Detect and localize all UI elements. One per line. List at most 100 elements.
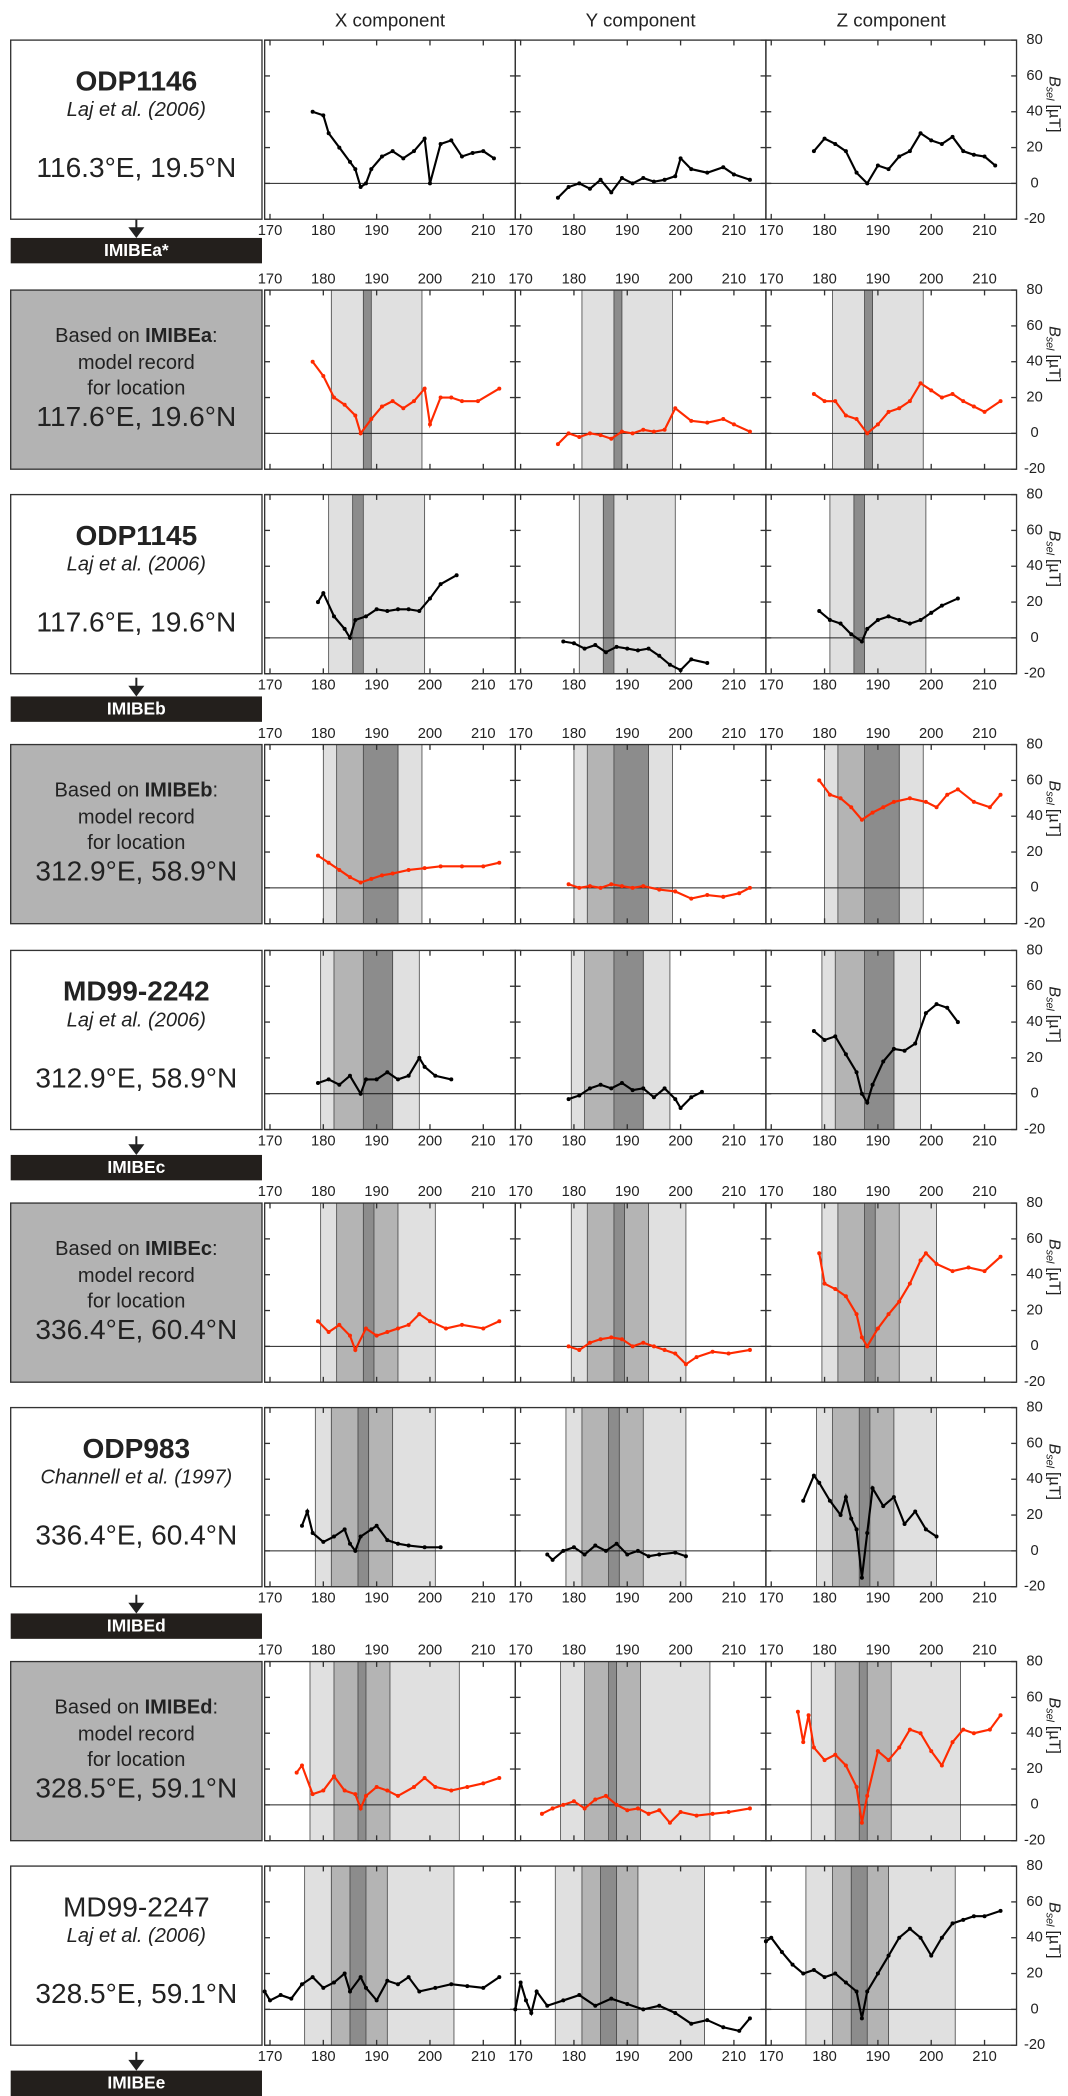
x-tick-label: 180 [311, 1591, 336, 1607]
data-point [555, 195, 560, 200]
data-point [358, 1975, 363, 1980]
data-point [561, 1548, 566, 1553]
data-point [865, 626, 870, 631]
data-point [811, 149, 816, 154]
based-on-part: Based on [55, 780, 140, 802]
y-axis-label: Bsel [µT] [1043, 1239, 1063, 1295]
y-tick-label: -20 [1024, 916, 1045, 932]
data-point [641, 884, 646, 889]
data-point [337, 1322, 342, 1327]
data-point [379, 404, 384, 409]
based-on: Based on IMIBEd: [55, 1697, 219, 1719]
data-point [347, 875, 352, 880]
x-tick-label: 210 [722, 726, 747, 742]
y-label-unit: [µT] [1045, 104, 1063, 132]
data-point [385, 1070, 390, 1075]
data-point [438, 395, 443, 400]
interval-band [330, 289, 423, 470]
data-point [865, 1989, 870, 1994]
arrow-head [128, 1144, 145, 1155]
x-tick-label: 210 [722, 1643, 747, 1659]
data-point [481, 1326, 486, 1331]
data-point [865, 431, 870, 436]
based-on-part: IMIBEa [145, 325, 213, 347]
data-point [363, 1077, 368, 1082]
data-point [593, 1797, 598, 1802]
y-label-symbol: B [1045, 1444, 1063, 1455]
data-point [587, 186, 592, 191]
plot-frame [765, 1406, 1018, 1588]
x-tick-label: 190 [866, 1643, 891, 1659]
column-header: Y component [586, 9, 697, 30]
data-point [443, 1326, 448, 1331]
interval-band [829, 494, 927, 675]
data-point [747, 1347, 752, 1352]
plot-frame [765, 1660, 1018, 1842]
data-point [934, 1261, 939, 1266]
data-point [854, 1527, 859, 1532]
model-label: IMIBEa* [104, 240, 169, 260]
data-point [619, 429, 624, 434]
y-axis-label: Bsel [µT] [1043, 1902, 1063, 1958]
data-point [427, 422, 432, 427]
data-point [801, 1971, 806, 1976]
plot-frame [765, 743, 1018, 925]
data-point [358, 1534, 363, 1539]
y-label-unit: [µT] [1045, 354, 1063, 382]
y-tick-label: -20 [1024, 1121, 1045, 1137]
data-point [854, 1989, 859, 1994]
x-tick-label: 190 [615, 2049, 640, 2065]
y-label-symbol: B [1045, 1902, 1063, 1913]
interval-band [853, 494, 865, 675]
data-point [459, 154, 464, 159]
data-point [843, 1495, 848, 1500]
data-point [641, 1340, 646, 1345]
x-tick-label: 180 [311, 1643, 336, 1659]
data-point [705, 893, 710, 898]
data-point [710, 1349, 715, 1354]
data-point [678, 156, 683, 161]
data-point [433, 1985, 438, 1990]
y-tick-label: 20 [1026, 1050, 1042, 1066]
model-label: IMIBEe [107, 2073, 165, 2093]
data-point [417, 1312, 422, 1317]
data-point [811, 1745, 816, 1750]
data-point [897, 1745, 902, 1750]
plot: -20 0 20 40 60 80 170 180 190 200 210 Bsel [µT] [759, 486, 1063, 693]
x-tick-label: 190 [866, 271, 891, 287]
series-line [818, 597, 959, 644]
x-tick-label: 210 [722, 1133, 747, 1149]
data-point [929, 1953, 934, 1958]
site-title: ODP1145 [75, 520, 197, 551]
data-point [982, 1914, 987, 1919]
data-point [497, 386, 502, 391]
data-point [577, 885, 582, 890]
x-tick-label: 190 [866, 726, 891, 742]
x-tick-label: 200 [919, 223, 944, 239]
data-point [363, 1793, 368, 1798]
data-point [635, 1806, 640, 1811]
data-point [907, 1926, 912, 1931]
y-tick-label: 80 [1026, 1399, 1042, 1415]
based-on-part: IMIBEd [145, 1697, 213, 1719]
y-tick-label: 0 [1030, 2001, 1038, 2017]
data-point [331, 1774, 336, 1779]
data-point [865, 1530, 870, 1535]
data-point [939, 603, 944, 608]
y-tick-label: 80 [1026, 1653, 1042, 1669]
x-tick-label: 200 [919, 2049, 944, 2065]
x-tick-label: 200 [919, 1643, 944, 1659]
y-tick-label: 0 [1030, 630, 1038, 646]
data-point [651, 429, 656, 434]
data-point [577, 1093, 582, 1098]
data-point [625, 1808, 630, 1813]
data-point [630, 431, 635, 436]
y-tick-label: 0 [1030, 175, 1038, 191]
data-point [886, 614, 891, 619]
data-point [305, 1509, 310, 1514]
y-tick-label: 0 [1030, 1338, 1038, 1354]
data-point [651, 1095, 656, 1100]
data-point [401, 156, 406, 161]
y-label-symbol: B [1045, 781, 1063, 792]
data-point [593, 2003, 598, 2008]
